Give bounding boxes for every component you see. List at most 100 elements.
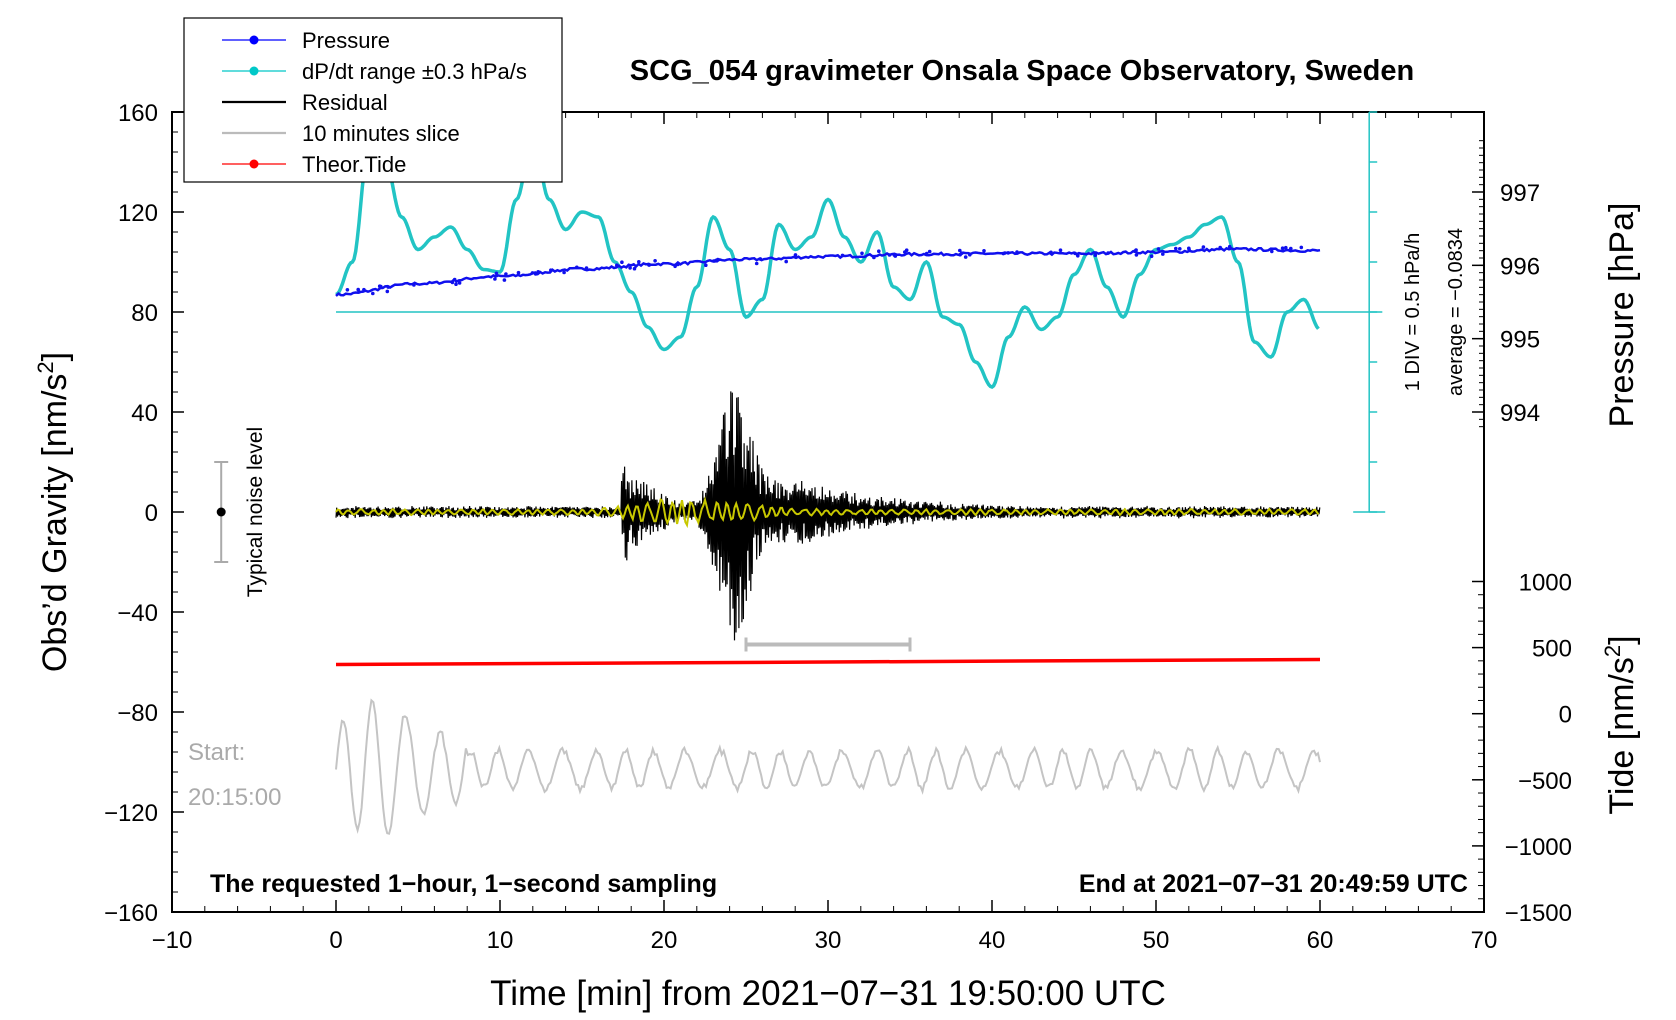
pressure-point [1134, 253, 1139, 257]
y-axis-left-label-close: ] [36, 352, 74, 361]
pressure-point [362, 287, 366, 292]
x-tick-label: 30 [815, 927, 842, 954]
y-axis-left-ticks: −160 −120 −80 −40 0 40 80 120 160 [104, 100, 184, 927]
pressure-point [1289, 246, 1293, 251]
pressure-point [872, 255, 876, 260]
pressure-point [840, 253, 845, 258]
pressure-point [711, 259, 716, 263]
pressure-point [1201, 245, 1206, 249]
footer-right: End at 2021−07−31 20:49:59 UTC [1079, 870, 1468, 898]
tide-axis-label: Tide [nm/s2] [1600, 635, 1641, 814]
pressure-tick-label: 995 [1500, 327, 1540, 354]
noise-bar-dot [216, 507, 226, 517]
x-tick-label: 20 [651, 927, 678, 954]
x-tick-label: 40 [979, 927, 1006, 954]
start-label: Start: [188, 739, 245, 766]
scale-div-label: 1 DIV = 0.5 hPa/h [1402, 233, 1424, 391]
pressure-point [632, 266, 637, 271]
pressure-point [494, 271, 499, 276]
pressure-point [982, 249, 986, 253]
pressure-point [758, 257, 763, 261]
pressure-point [924, 251, 929, 256]
tide-tick-label: −500 [1518, 768, 1572, 795]
pressure-point [1218, 245, 1222, 250]
y-axis-left-label-sup: 2 [33, 361, 58, 373]
legend-box [183, 17, 563, 183]
y-tick-label: −40 [117, 600, 158, 627]
pressure-point [615, 263, 619, 268]
pressure-point [1227, 244, 1232, 249]
pressure-point [958, 248, 962, 253]
legend-label: Pressure [302, 28, 390, 53]
pressure-point [1299, 245, 1304, 250]
y-tick-label: 160 [118, 100, 158, 127]
pressure-point [516, 270, 521, 275]
pressure-tick-label: 997 [1500, 180, 1540, 207]
pressure-point [1149, 254, 1154, 258]
legend-label: dP/dt range ±0.3 hPa/s [302, 59, 527, 84]
pressure-point [562, 270, 566, 275]
tide-tick-label: −1500 [1505, 900, 1572, 927]
pressure-point [968, 252, 972, 257]
pressure-point [493, 277, 497, 281]
pressure-point [1006, 251, 1010, 255]
pressure-point [379, 284, 383, 289]
y-axis-left-label-text: Obs’d Gravity [nm/s [36, 374, 74, 673]
y-tick-label: −160 [104, 900, 158, 927]
pressure-point [784, 259, 788, 264]
pressure-point [452, 277, 457, 282]
pressure-point [385, 289, 390, 294]
pressure-point [502, 278, 507, 282]
pressure-point [1058, 248, 1063, 252]
pressure-point [877, 249, 881, 253]
pressure-point [1106, 251, 1110, 255]
tide-axis-label-close: ] [1603, 635, 1641, 644]
pressure-point [958, 252, 962, 257]
x-tick-label: −10 [152, 927, 193, 954]
ten-minute-slice-series [335, 698, 1321, 835]
tide-tick-label: 0 [1559, 702, 1572, 729]
x-axis-label: Time [min] from 2021−07−31 19:50:00 UTC [490, 974, 1166, 1013]
dpdt-scale-bar [1353, 111, 1386, 513]
tide-axis-ticks: −1500 −1000 −500 0 500 1000 [1472, 570, 1572, 927]
pressure-point [1156, 247, 1161, 251]
legend-label: Residual [302, 90, 388, 115]
pressure-point [584, 266, 589, 270]
pressure-point [647, 262, 651, 267]
x-tick-label: 10 [487, 927, 514, 954]
x-tick-label: 60 [1307, 927, 1334, 954]
pressure-point [628, 266, 632, 270]
pressure-point [530, 271, 535, 275]
tide-axis-label-sup: 2 [1600, 645, 1625, 657]
tide-axis-label-text: Tide [nm/s [1603, 657, 1641, 814]
legend: Pressure dP/dt range ±0.3 hPa/s Residual 10… [183, 17, 563, 183]
pressure-point [533, 272, 538, 276]
pressure-axis-ticks: 994 995 996 997 [1472, 140, 1540, 428]
pressure-point [1280, 246, 1285, 250]
tide-tick-label: 500 [1532, 636, 1572, 663]
pressure-point [1270, 249, 1274, 254]
pressure-point [793, 253, 798, 257]
legend-label: 10 minutes slice [302, 121, 460, 146]
pressure-point [887, 253, 892, 257]
pressure-point [1076, 254, 1080, 258]
pressure-point [653, 259, 657, 263]
dpdt-series [335, 134, 1320, 389]
pressure-point [904, 248, 909, 252]
start-time: 20:15:00 [188, 784, 281, 811]
chart-title: SCG_054 gravimeter Onsala Space Observat… [630, 55, 1414, 87]
pressure-point [412, 283, 416, 287]
noise-level-label: Typical noise level [244, 427, 267, 597]
pressure-point [1187, 247, 1191, 252]
pressure-point [927, 249, 932, 254]
pressure-point [676, 262, 680, 267]
legend-swatch-marker [249, 66, 259, 76]
legend-label: Theor.Tide [302, 152, 406, 177]
pressure-point [386, 285, 391, 289]
pressure-point [637, 260, 641, 264]
pressure-points [345, 244, 1304, 296]
pressure-point [450, 280, 455, 285]
pressure-point [1174, 246, 1178, 251]
tide-tick-label: −1000 [1505, 834, 1572, 861]
